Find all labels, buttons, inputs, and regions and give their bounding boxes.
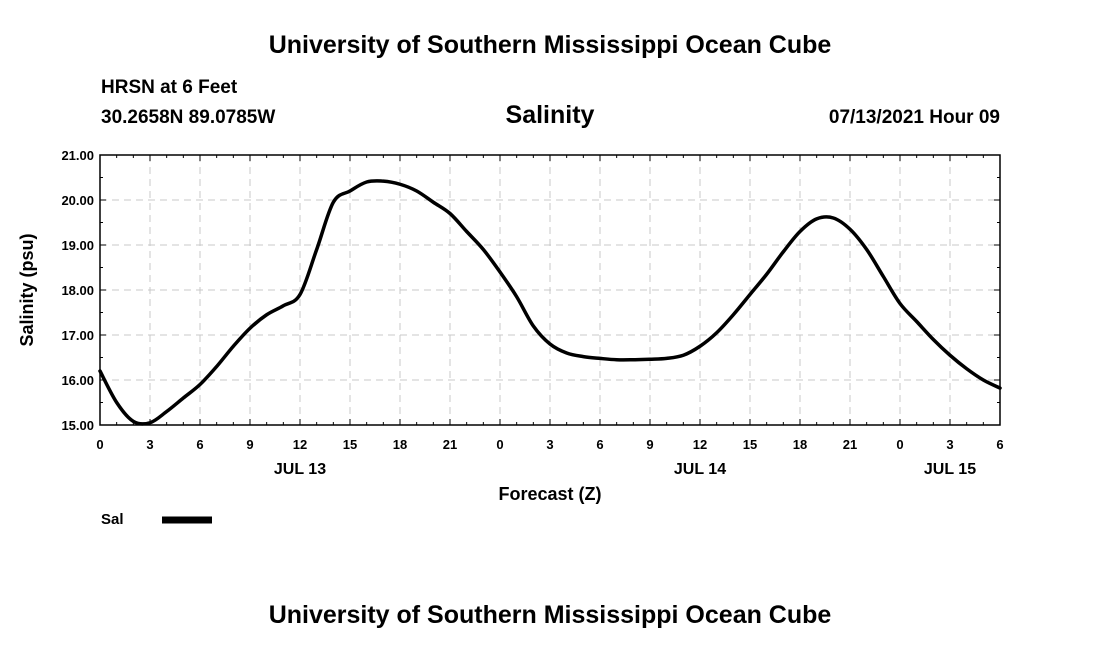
x-tick-label: 0 — [96, 437, 103, 452]
chart-header-title: University of Southern Mississippi Ocean… — [268, 31, 832, 59]
x-tick-label: 6 — [596, 437, 603, 452]
y-tick-label: 16.00 — [61, 373, 94, 388]
grid-lines — [100, 155, 1000, 425]
y-tick-label: 19.00 — [61, 238, 94, 253]
x-tick-label: 6 — [196, 437, 203, 452]
day-label: JUL 15 — [924, 461, 976, 478]
x-tick-label: 15 — [743, 437, 757, 452]
x-tick-label: 9 — [646, 437, 653, 452]
y-axis-label: Salinity (psu) — [17, 233, 37, 346]
y-tick-label: 17.00 — [61, 328, 94, 343]
axis-ticks — [99, 154, 1001, 426]
y-tick-label: 21.00 — [61, 148, 94, 163]
day-label: JUL 14 — [674, 461, 726, 478]
x-tick-label: 12 — [693, 437, 707, 452]
x-tick-label: 21 — [443, 437, 457, 452]
x-axis-label: Forecast (Z) — [498, 484, 601, 504]
x-tick-label: 15 — [343, 437, 357, 452]
chart-title: Salinity — [505, 101, 595, 129]
x-tick-label: 3 — [546, 437, 553, 452]
x-tick-label: 0 — [896, 437, 903, 452]
station-label: HRSN at 6 Feet — [101, 77, 238, 98]
x-tick-label: 21 — [843, 437, 857, 452]
x-tick-label: 3 — [146, 437, 153, 452]
x-tick-label: 18 — [393, 437, 407, 452]
x-tick-label: 12 — [293, 437, 307, 452]
station-coordinates: 30.2658N 89.0785W — [101, 107, 276, 128]
y-tick-label: 18.00 — [61, 283, 94, 298]
series-line-sal — [98, 179, 1002, 426]
y-tick-label: 15.00 — [61, 418, 94, 433]
x-tick-label: 3 — [946, 437, 953, 452]
legend-label-sal: Sal — [101, 511, 124, 528]
axis-labels: 0 3 6 9 12 15 18 21 0 3 6 9 12 15 18 21 0 3 6 15.00 16.00 17.… — [61, 148, 1003, 478]
x-tick-label: 18 — [793, 437, 807, 452]
x-tick-label: 6 — [996, 437, 1003, 452]
legend: Sal — [101, 511, 212, 528]
forecast-date: 07/13/2021 Hour 09 — [828, 107, 1000, 128]
x-tick-label: 9 — [246, 437, 253, 452]
chart-footer-title: University of Southern Mississippi Ocean… — [268, 601, 832, 629]
y-tick-label: 20.00 — [61, 193, 94, 208]
day-label: JUL 13 — [274, 461, 326, 478]
x-tick-label: 0 — [496, 437, 503, 452]
